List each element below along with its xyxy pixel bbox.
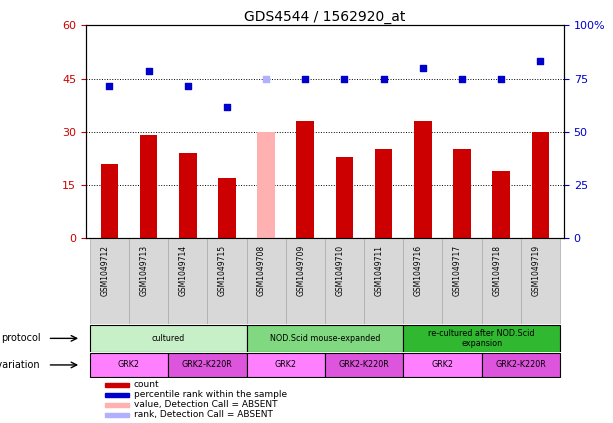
FancyBboxPatch shape — [89, 325, 246, 352]
Point — [300, 75, 310, 82]
Bar — [218, 178, 236, 238]
Text: GSM1049714: GSM1049714 — [179, 245, 188, 296]
Bar — [531, 132, 549, 238]
Text: count: count — [134, 380, 159, 390]
Bar — [297, 121, 314, 238]
Text: cultured: cultured — [151, 334, 185, 343]
FancyBboxPatch shape — [89, 353, 168, 377]
Text: GSM1049718: GSM1049718 — [492, 245, 501, 296]
Point — [457, 75, 467, 82]
FancyBboxPatch shape — [89, 238, 129, 324]
Bar — [257, 132, 275, 238]
Text: GSM1049712: GSM1049712 — [101, 245, 109, 296]
Bar — [414, 121, 432, 238]
Text: genotype/variation: genotype/variation — [0, 360, 40, 370]
Bar — [101, 164, 118, 238]
Bar — [140, 135, 158, 238]
Text: GSM1049713: GSM1049713 — [140, 245, 148, 296]
Point — [379, 75, 389, 82]
FancyBboxPatch shape — [403, 325, 560, 352]
Text: GSM1049709: GSM1049709 — [296, 245, 305, 296]
FancyBboxPatch shape — [443, 238, 482, 324]
FancyBboxPatch shape — [364, 238, 403, 324]
Text: GSM1049719: GSM1049719 — [531, 245, 541, 296]
Text: GSM1049710: GSM1049710 — [335, 245, 345, 296]
Text: GSM1049711: GSM1049711 — [375, 245, 384, 296]
Point — [222, 104, 232, 110]
Text: value, Detection Call = ABSENT: value, Detection Call = ABSENT — [134, 400, 277, 409]
Point — [104, 82, 114, 89]
FancyBboxPatch shape — [168, 353, 246, 377]
Text: GRK2-K220R: GRK2-K220R — [339, 360, 389, 369]
FancyBboxPatch shape — [521, 238, 560, 324]
Point — [497, 75, 506, 82]
Text: protocol: protocol — [1, 333, 40, 343]
Text: GSM1049715: GSM1049715 — [218, 245, 227, 296]
Point — [418, 65, 428, 71]
FancyBboxPatch shape — [403, 238, 443, 324]
FancyBboxPatch shape — [246, 325, 403, 352]
Point — [340, 75, 349, 82]
Text: GRK2: GRK2 — [275, 360, 297, 369]
FancyBboxPatch shape — [325, 238, 364, 324]
Text: GRK2: GRK2 — [432, 360, 454, 369]
Text: re-cultured after NOD.Scid
expansion: re-cultured after NOD.Scid expansion — [428, 329, 535, 348]
Point — [143, 68, 153, 75]
FancyBboxPatch shape — [482, 353, 560, 377]
Bar — [105, 412, 129, 417]
FancyBboxPatch shape — [207, 238, 246, 324]
FancyBboxPatch shape — [325, 353, 403, 377]
Text: GSM1049716: GSM1049716 — [414, 245, 423, 296]
Point — [183, 82, 192, 89]
Text: GRK2-K220R: GRK2-K220R — [495, 360, 546, 369]
Bar — [492, 171, 510, 238]
Bar — [105, 393, 129, 397]
Bar — [453, 149, 471, 238]
Point — [261, 75, 271, 82]
FancyBboxPatch shape — [246, 353, 325, 377]
Bar — [105, 383, 129, 387]
Text: GSM1049708: GSM1049708 — [257, 245, 266, 296]
Text: NOD.Scid mouse-expanded: NOD.Scid mouse-expanded — [270, 334, 380, 343]
Bar — [336, 157, 353, 238]
Text: GSM1049717: GSM1049717 — [453, 245, 462, 296]
FancyBboxPatch shape — [168, 238, 207, 324]
FancyBboxPatch shape — [129, 238, 168, 324]
Text: rank, Detection Call = ABSENT: rank, Detection Call = ABSENT — [134, 410, 273, 419]
FancyBboxPatch shape — [403, 353, 482, 377]
Bar — [105, 403, 129, 407]
Title: GDS4544 / 1562920_at: GDS4544 / 1562920_at — [244, 10, 406, 25]
Text: GRK2: GRK2 — [118, 360, 140, 369]
Point — [536, 58, 546, 64]
FancyBboxPatch shape — [286, 238, 325, 324]
FancyBboxPatch shape — [246, 238, 286, 324]
Bar — [179, 153, 197, 238]
Bar — [375, 149, 392, 238]
Text: percentile rank within the sample: percentile rank within the sample — [134, 390, 287, 399]
FancyBboxPatch shape — [482, 238, 521, 324]
Text: GRK2-K220R: GRK2-K220R — [182, 360, 233, 369]
